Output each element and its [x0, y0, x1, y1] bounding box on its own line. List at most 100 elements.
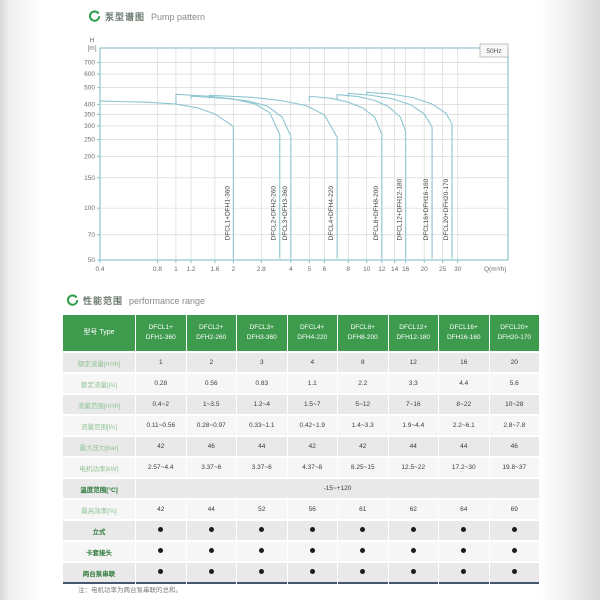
column-header-model: DFCL20+ DFH20-170 — [489, 315, 539, 351]
pump-curve — [190, 95, 292, 259]
availability-dot — [360, 548, 366, 553]
availability-dot — [208, 569, 214, 574]
pump-curve — [208, 94, 338, 259]
y-tick-label: 70 — [88, 232, 96, 239]
pump-curve — [175, 93, 281, 259]
value-cell: 1.9~4.4 — [388, 416, 438, 435]
value-cell: 1.5~7 — [287, 395, 337, 414]
availability-dot — [259, 548, 265, 553]
y-tick-label: 500 — [84, 85, 95, 92]
row-label: 额定流量[m³/h] — [63, 353, 135, 372]
table-row: 最高效率[%] 42 44 52 56 61 62 64 69 — [63, 500, 539, 519]
value-cell: 4 — [287, 353, 337, 372]
availability-dot — [158, 548, 164, 553]
dot-cell — [136, 542, 186, 561]
value-cell: 12.5~22 — [388, 458, 438, 477]
table-row: 两台泵串联 — [63, 563, 539, 584]
y-tick-label: 600 — [84, 71, 95, 78]
x-tick-label: 25 — [439, 266, 447, 273]
row-label: 温度范围[°C] — [63, 479, 135, 498]
value-cell: 61 — [338, 500, 388, 519]
value-cell: 8~22 — [439, 395, 489, 414]
value-cell: 16 — [439, 353, 489, 372]
table-row: 流量范围[l/s] 0.11~0.56 0.28~0.97 0.33~1.1 0.42~… — [63, 416, 539, 435]
plot-frame — [99, 47, 509, 261]
availability-dot — [410, 569, 416, 574]
x-tick-label: 4 — [289, 266, 293, 273]
x-tick-label: 6 — [323, 266, 327, 273]
pump-curve-label: DFCL8+DFH8-200 — [373, 186, 380, 241]
dot-cell — [287, 521, 337, 540]
table-row: 流量范围[m³/h] 0.4~2 1~3.5 1.2~4 1.5~7 5~12 7~16 8~… — [63, 395, 539, 414]
x-axis-label: Q(m³/h) — [484, 266, 506, 273]
value-cell: 17.2~30 — [439, 458, 489, 477]
value-cell: 0.11~0.56 — [136, 416, 186, 435]
x-tick-label: 12 — [378, 266, 386, 273]
value-cell: 44 — [388, 437, 438, 456]
y-axis-unit: [m] — [87, 45, 96, 52]
pump-curve — [347, 92, 433, 259]
x-tick-label: 30 — [454, 266, 462, 273]
column-header-model: DFCL12+ DFH12-180 — [388, 315, 438, 351]
value-cell: 42 — [136, 437, 186, 456]
value-cell: 0.28~0.97 — [186, 416, 236, 435]
dot-cell — [388, 542, 438, 561]
value-cell: 64 — [439, 500, 489, 519]
value-cell: 0.4~2 — [136, 395, 186, 414]
pump-curves-plot: 0.4 0.8 1 1.2 1.6 2 2.8 4 5 6 8 10 12 14 16 20 25 30 700 60… — [84, 37, 509, 273]
y-tick-label: 300 — [84, 123, 95, 130]
value-cell: 19.8~37 — [489, 458, 539, 477]
availability-dot — [360, 569, 366, 574]
value-cell: 62 — [388, 500, 438, 519]
dot-cell — [136, 521, 186, 540]
value-cell: 46 — [186, 437, 236, 456]
pump-curve — [308, 95, 383, 259]
row-label: 流量范围[m³/h] — [63, 395, 135, 414]
availability-dot — [511, 569, 517, 574]
value-cell: 1.1 — [287, 374, 337, 393]
dot-cell — [287, 563, 337, 584]
table-title-en: performance range — [129, 295, 206, 306]
x-tick-label: 5 — [307, 266, 311, 273]
x-tick-label: 8 — [346, 266, 350, 273]
pump-curve-label: DFCL16+DFH16-160 — [423, 178, 430, 240]
pump-curve — [336, 94, 407, 259]
table-section-header: 性能范围 performance range — [66, 294, 205, 307]
table-row: 温度范围[°C] -15~+120 — [63, 479, 539, 498]
value-cell: 44 — [237, 437, 287, 456]
x-tick-label: 1.2 — [187, 266, 196, 273]
value-cell: 3.37~6 — [186, 458, 236, 477]
y-tick-label: 400 — [84, 101, 95, 108]
brand-ring-icon — [66, 294, 79, 306]
row-label: 最大压力[bar] — [63, 437, 135, 456]
dot-cell — [489, 542, 539, 561]
pump-curve-label: DFCL3+DFH3-360 — [282, 186, 289, 241]
frequency-label: 50Hz — [486, 48, 501, 55]
availability-dot — [309, 527, 315, 532]
value-cell: 44 — [186, 500, 236, 519]
x-tick-label: 0.8 — [153, 266, 162, 273]
chart-title-en: Pump pattern — [151, 11, 206, 22]
y-tick-label: 200 — [84, 153, 95, 160]
dot-cell — [489, 563, 539, 584]
value-cell: 0.83 — [237, 374, 287, 393]
dot-cell — [186, 521, 236, 540]
table-header-row: 型号 Type DFCL1+ DFH1-360 DFCL2+ DFH2-260 DFC… — [63, 315, 539, 351]
value-cell: 4.4 — [439, 374, 489, 393]
value-cell: 42 — [338, 437, 388, 456]
x-tick-label: 1 — [174, 266, 178, 273]
value-cell: 0.56 — [186, 374, 236, 393]
value-cell: 1.2~4 — [237, 395, 287, 414]
column-header-model: DFCL16+ DFH16-160 — [439, 315, 489, 351]
value-cell: 69 — [489, 500, 539, 519]
availability-dot — [410, 548, 416, 553]
dot-cell — [388, 521, 438, 540]
x-tick-label: 16 — [402, 266, 410, 273]
pump-curve-label: DFCL4+DFH4-220 — [328, 186, 335, 241]
availability-dot — [158, 527, 164, 532]
dot-cell — [287, 542, 337, 561]
value-cell: 2.8~7.8 — [489, 416, 539, 435]
availability-dot — [461, 569, 467, 574]
dot-cell — [338, 542, 388, 561]
availability-dot — [511, 527, 517, 532]
